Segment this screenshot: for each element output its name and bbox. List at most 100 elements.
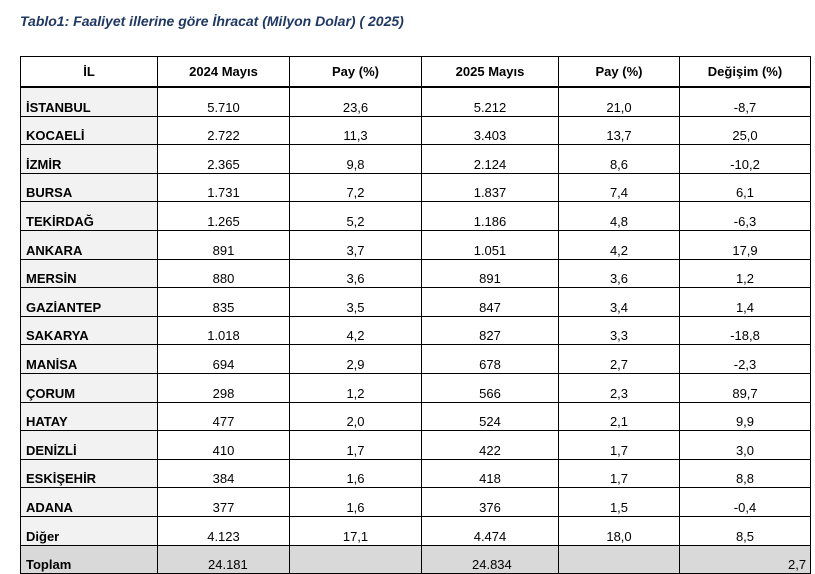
change-cell: 8,8	[679, 458, 811, 489]
table-row: HATAY 477 2,0 524 2,1 9,9	[20, 401, 811, 432]
value-2025-cell: 847	[421, 287, 559, 317]
share-2024-cell: 2,9	[289, 344, 422, 374]
share-2024-cell: 3,7	[289, 229, 422, 260]
share-2025-cell: 4,8	[558, 201, 680, 231]
share-2025-cell: 1,5	[558, 487, 680, 517]
value-2024-cell: 880	[157, 258, 290, 289]
change-cell: 9,9	[679, 401, 811, 432]
value-2025-cell: 5.212	[421, 86, 559, 117]
table-row: İZMİR 2.365 9,8 2.124 8,6 -10,2	[20, 144, 811, 174]
share-2024-cell: 5,2	[289, 201, 422, 231]
city-cell: DENİZLİ	[20, 430, 158, 460]
share-2025-cell: 18,0	[558, 515, 680, 546]
value-2025-cell: 422	[421, 430, 559, 460]
change-cell: 89,7	[679, 372, 811, 403]
change-cell: 6,1	[679, 172, 811, 203]
table-row: ADANA 377 1,6 376 1,5 -0,4	[20, 487, 811, 517]
city-cell: ADANA	[20, 487, 158, 517]
share-2025-cell: 3,4	[558, 287, 680, 317]
city-cell: Diğer	[20, 515, 158, 546]
share-2025-cell: 2,7	[558, 344, 680, 374]
header-share-2024: Pay (%)	[289, 56, 422, 88]
table-row: GAZİANTEP 835 3,5 847 3,4 1,4	[20, 287, 811, 317]
share-2025-cell: 4,2	[558, 229, 680, 260]
value-2024-cell: 1.018	[157, 315, 290, 346]
change-cell: 1,4	[679, 287, 811, 317]
table-row: TEKİRDAĞ 1.265 5,2 1.186 4,8 -6,3	[20, 201, 811, 231]
export-table: İL 2024 Mayıs Pay (%) 2025 Mayıs Pay (%)…	[20, 56, 811, 574]
change-cell: -2,3	[679, 344, 811, 374]
value-2025-cell: 3.403	[421, 115, 559, 146]
city-cell: ÇORUM	[20, 372, 158, 403]
value-2025-cell: 827	[421, 315, 559, 346]
header-2025: 2025 Mayıs	[421, 56, 559, 88]
share-2024-cell: 1,6	[289, 458, 422, 489]
city-cell: KOCAELİ	[20, 115, 158, 146]
table-row: ÇORUM 298 1,2 566 2,3 89,7	[20, 372, 811, 403]
header-share-2025: Pay (%)	[558, 56, 680, 88]
share-2025-cell: 7,4	[558, 172, 680, 203]
share-2025-cell: 1,7	[558, 458, 680, 489]
value-2024-cell: 377	[157, 487, 290, 517]
header-2024: 2024 Mayıs	[157, 56, 290, 88]
total-2024-cell: 24.181	[157, 544, 290, 574]
share-2024-cell: 11,3	[289, 115, 422, 146]
city-cell: MERSİN	[20, 258, 158, 289]
share-2025-cell: 21,0	[558, 86, 680, 117]
value-2025-cell: 1.186	[421, 201, 559, 231]
value-2025-cell: 678	[421, 344, 559, 374]
total-row: Toplam 24.181 24.834 2,7	[20, 544, 811, 574]
share-2025-cell: 3,6	[558, 258, 680, 289]
total-change-cell: 2,7	[679, 544, 811, 574]
header-city: İL	[20, 56, 158, 88]
share-2025-cell: 2,3	[558, 372, 680, 403]
share-2024-cell: 3,5	[289, 287, 422, 317]
change-cell: -10,2	[679, 144, 811, 174]
city-cell: TEKİRDAĞ	[20, 201, 158, 231]
value-2024-cell: 2.722	[157, 115, 290, 146]
share-2024-cell: 17,1	[289, 515, 422, 546]
value-2024-cell: 384	[157, 458, 290, 489]
share-2025-cell: 8,6	[558, 144, 680, 174]
city-cell: ESKİŞEHİR	[20, 458, 158, 489]
share-2024-cell: 1,2	[289, 372, 422, 403]
city-cell: İSTANBUL	[20, 86, 158, 117]
table-row: MERSİN 880 3,6 891 3,6 1,2	[20, 258, 811, 289]
table-row: ESKİŞEHİR 384 1,6 418 1,7 8,8	[20, 458, 811, 489]
value-2025-cell: 1.051	[421, 229, 559, 260]
total-label: Toplam	[20, 544, 158, 574]
value-2024-cell: 1.731	[157, 172, 290, 203]
value-2025-cell: 418	[421, 458, 559, 489]
share-2024-cell: 1,6	[289, 487, 422, 517]
share-2024-cell: 9,8	[289, 144, 422, 174]
share-2024-cell: 7,2	[289, 172, 422, 203]
city-cell: SAKARYA	[20, 315, 158, 346]
value-2025-cell: 376	[421, 487, 559, 517]
value-2024-cell: 694	[157, 344, 290, 374]
value-2025-cell: 891	[421, 258, 559, 289]
header-row: İL 2024 Mayıs Pay (%) 2025 Mayıs Pay (%)…	[20, 56, 811, 88]
value-2024-cell: 4.123	[157, 515, 290, 546]
table-row: DENİZLİ 410 1,7 422 1,7 3,0	[20, 430, 811, 460]
table-row: SAKARYA 1.018 4,2 827 3,3 -18,8	[20, 315, 811, 346]
table-row: BURSA 1.731 7,2 1.837 7,4 6,1	[20, 172, 811, 203]
share-2024-cell: 3,6	[289, 258, 422, 289]
city-cell: HATAY	[20, 401, 158, 432]
change-cell: 1,2	[679, 258, 811, 289]
share-2024-cell: 2,0	[289, 401, 422, 432]
table-row: KOCAELİ 2.722 11,3 3.403 13,7 25,0	[20, 115, 811, 146]
value-2025-cell: 4.474	[421, 515, 559, 546]
value-2024-cell: 835	[157, 287, 290, 317]
change-cell: 25,0	[679, 115, 811, 146]
header-change: Değişim (%)	[679, 56, 811, 88]
table-title: Tablo1: Faaliyet illerine göre İhracat (…	[20, 13, 404, 29]
table-row: Diğer 4.123 17,1 4.474 18,0 8,5	[20, 515, 811, 546]
value-2025-cell: 566	[421, 372, 559, 403]
city-cell: BURSA	[20, 172, 158, 203]
city-cell: İZMİR	[20, 144, 158, 174]
value-2024-cell: 477	[157, 401, 290, 432]
change-cell: -0,4	[679, 487, 811, 517]
change-cell: -6,3	[679, 201, 811, 231]
value-2025-cell: 2.124	[421, 144, 559, 174]
share-2024-cell: 4,2	[289, 315, 422, 346]
